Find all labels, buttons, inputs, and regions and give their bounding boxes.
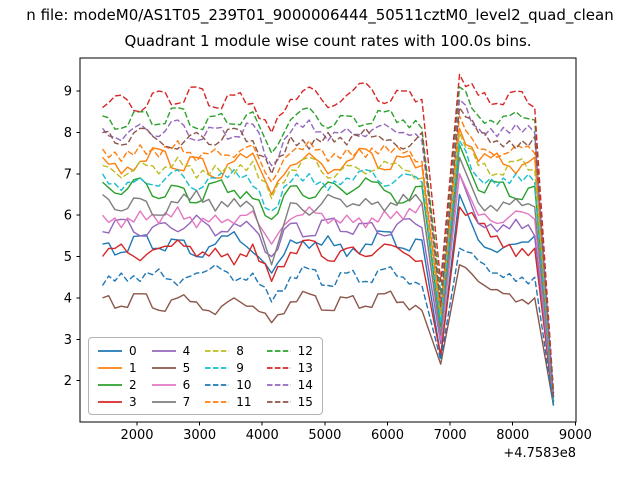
series-line-1 [101, 127, 555, 398]
legend-item-6: 6 [151, 377, 191, 392]
x-axis-offset-text: +4.7583e8 [503, 446, 576, 461]
series-line-13 [102, 73, 555, 394]
legend-label: 2 [129, 377, 137, 392]
y-tick-label: 7 [64, 167, 72, 182]
axes-title: Quadrant 1 module wise count rates with … [124, 32, 532, 50]
legend-label: 3 [129, 394, 137, 409]
axes-spines [79, 57, 577, 423]
legend-line-sample [98, 366, 122, 369]
y-tick-label: 3 [64, 333, 72, 348]
legend-item-8: 8 [205, 343, 251, 358]
y-tick-label: 8 [64, 126, 72, 141]
legend-item-13: 13 [266, 360, 313, 375]
series-line-15 [102, 106, 555, 398]
series-line-11 [101, 115, 555, 398]
legend-label: 8 [236, 343, 244, 358]
legend-line-sample [151, 400, 176, 403]
legend-label: 13 [297, 360, 313, 375]
series-line-5 [102, 264, 555, 406]
series-line-14 [101, 98, 555, 398]
legend: 0 1 2 3 4 5 6 7 8 9 10 11 12 13 14 15 [88, 337, 323, 415]
legend-line-sample [266, 366, 291, 369]
y-tick-label: 2 [64, 374, 72, 389]
legend-label: 1 [129, 360, 137, 375]
legend-label: 15 [297, 394, 313, 409]
x-tick-label: 9000 [559, 428, 592, 443]
y-tick-label: 6 [64, 209, 72, 224]
series-line-12 [102, 86, 555, 394]
legend-label: 5 [182, 360, 191, 375]
x-tick-label: 7000 [434, 428, 467, 443]
legend-label: 7 [182, 394, 191, 409]
legend-label: 6 [182, 377, 191, 392]
legend-item-5: 5 [151, 360, 191, 375]
series-line-3 [101, 206, 555, 406]
legend-label: 0 [129, 343, 137, 358]
y-tick-label: 9 [64, 85, 72, 100]
legend-item-4: 4 [151, 343, 191, 358]
x-tick-label: 3000 [183, 428, 216, 443]
legend-item-14: 14 [266, 377, 313, 392]
x-tick-label: 4000 [246, 428, 279, 443]
suptitle: n file: modeM0/AS1T05_239T01_9000006444_… [26, 6, 614, 24]
legend-line-sample [205, 349, 230, 352]
legend-line-sample [266, 400, 291, 403]
legend-item-1: 1 [98, 360, 137, 375]
legend-label: 12 [297, 343, 313, 358]
legend-line-sample [151, 383, 176, 386]
legend-line-sample [151, 349, 176, 352]
series-line-8 [102, 131, 555, 398]
series-line-4 [102, 173, 555, 402]
x-tick-label: 6000 [371, 428, 404, 443]
legend-label: 4 [182, 343, 191, 358]
legend-label: 11 [236, 394, 252, 409]
legend-item-7: 7 [151, 394, 191, 409]
legend-line-sample [98, 400, 122, 403]
legend-item-12: 12 [266, 343, 313, 358]
legend-line-sample [205, 383, 230, 386]
x-tick-label: 5000 [308, 428, 341, 443]
legend-line-sample [205, 400, 230, 403]
legend-line-sample [98, 349, 122, 352]
y-tick-label: 5 [64, 250, 72, 265]
legend-item-15: 15 [266, 394, 313, 409]
series-line-9 [101, 139, 555, 402]
series-line-6 [101, 173, 555, 402]
legend-line-sample [266, 349, 291, 352]
legend-item-10: 10 [205, 377, 252, 392]
x-tick-label: 2000 [120, 428, 153, 443]
legend-line-sample [98, 383, 122, 386]
legend-line-sample [205, 366, 230, 369]
series-line-7 [102, 156, 555, 402]
series-line-10 [101, 247, 555, 406]
legend-line-sample [151, 366, 176, 369]
legend-label: 10 [236, 377, 252, 392]
legend-item-9: 9 [205, 360, 251, 375]
series-line-2 [102, 144, 555, 402]
x-tick-label: 8000 [496, 428, 529, 443]
legend-item-2: 2 [98, 377, 137, 392]
legend-label: 14 [297, 377, 313, 392]
legend-item-11: 11 [205, 394, 252, 409]
legend-label: 9 [236, 360, 244, 375]
y-tick-label: 4 [64, 291, 72, 306]
legend-line-sample [266, 383, 291, 386]
legend-item-3: 3 [98, 394, 137, 409]
legend-item-0: 0 [98, 343, 137, 358]
